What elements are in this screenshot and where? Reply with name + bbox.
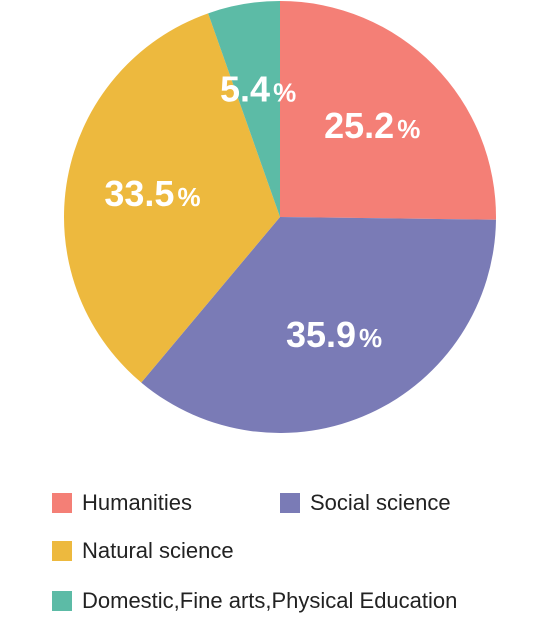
pie-chart-svg: 25.2 %35.9 %33.5 %5.4% xyxy=(63,0,496,434)
slice-label-natural-science: 33.5% xyxy=(104,173,200,214)
slice-value-humanities: 25.2 xyxy=(324,105,394,146)
slice-value-natural-science: 33.5 xyxy=(104,173,174,214)
legend-item-natural-science: Natural science xyxy=(52,538,234,564)
slice-unit-domestic-fine-arts-physical-education: % xyxy=(273,77,296,107)
legend-swatch-humanities xyxy=(52,493,72,513)
pie-slice-domestic-fine-arts-physical-education xyxy=(208,0,280,217)
slice-label-humanities: 25.2% xyxy=(324,105,420,146)
slice-label-social-science: 35.9% xyxy=(286,314,382,355)
legend-label-natural-science: Natural science xyxy=(82,538,234,563)
legend-label-humanities: Humanities xyxy=(82,490,193,515)
pie-slice-social-science xyxy=(141,217,496,434)
legend-swatch-natural-science xyxy=(52,541,72,561)
legend-item-social-science: Social science xyxy=(280,490,451,516)
slice-unit-natural-science: % xyxy=(177,182,200,212)
slice-value-domestic-fine-arts-physical-education: 5.4 xyxy=(220,68,270,109)
pie-slice-humanities xyxy=(280,1,496,220)
legend-label-social-science: Social science xyxy=(310,490,451,515)
legend-swatch-domestic-fine-arts-pe xyxy=(52,591,72,611)
legend-item-humanities: Humanities xyxy=(52,490,192,516)
legend-item-domestic-fine-arts-pe: Domestic,Fine arts,Physical Education xyxy=(52,588,457,614)
slice-unit-humanities: % xyxy=(397,114,420,144)
legend-label-domestic-fine-arts-pe: Domestic,Fine arts,Physical Education xyxy=(82,588,458,613)
slice-label-domestic-fine-arts-physical-education: 5.4% xyxy=(220,68,296,109)
legend-swatch-social-science xyxy=(280,493,300,513)
pie-slice-natural-science xyxy=(63,13,280,383)
slice-unit-social-science: % xyxy=(359,323,382,353)
slice-value-social-science: 35.9 xyxy=(286,314,356,355)
